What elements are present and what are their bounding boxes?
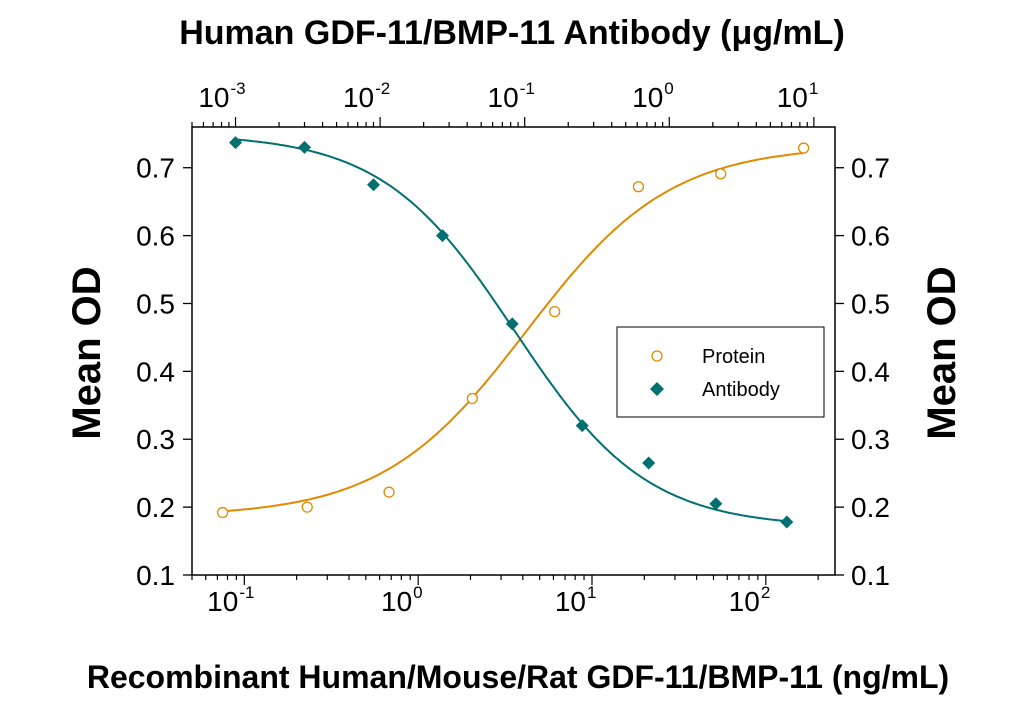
data-point-antibody [229, 136, 243, 150]
data-point-protein [216, 506, 229, 519]
y-axis-label-left: Mean OD [65, 266, 109, 439]
chart-title: Human GDF-11/BMP-11 Antibody (μg/mL) [179, 14, 845, 52]
data-point-antibody [642, 456, 656, 470]
x-axis-label: Recombinant Human/Mouse/Rat GDF-11/BMP-1… [87, 659, 949, 695]
legend-protein-label: Protein [702, 346, 765, 368]
x-tick-label-base: 10 [555, 586, 586, 617]
legend-antibody-label: Antibody [702, 379, 780, 401]
data-point-protein [715, 168, 727, 180]
plot-frame [191, 126, 836, 576]
x-tick-label-exp: 0 [413, 583, 422, 602]
x-tick-label-base: 10 [198, 82, 229, 113]
y-tick-label-left: 0.5 [136, 288, 175, 319]
x-tick-label-base: 10 [343, 82, 374, 113]
data-point-protein [383, 486, 395, 498]
y-axis-label-right: Mean OD [920, 266, 964, 439]
x-tick-label-exp: -2 [375, 79, 390, 98]
x-tick-label-exp: 1 [809, 79, 818, 98]
y-tick-label-left: 0.3 [136, 424, 175, 455]
data-point-antibody [298, 140, 312, 154]
data-point-antibody [505, 317, 519, 331]
y-tick-label-right: 0.2 [851, 492, 890, 523]
x-tick-label-base: 10 [207, 586, 238, 617]
x-tick-label-exp: -3 [231, 79, 246, 98]
y-tick-label-right: 0.5 [851, 288, 890, 319]
legend: Protein Antibody [616, 326, 825, 418]
x-tick-label-base: 10 [488, 82, 519, 113]
ticks-layer: 0.1 0.1 0.2 0.2 0.3 0.3 0.4 0.4 0.5 0.5 0.6 0.6 0.7 0… [136, 79, 890, 617]
x-tick-label-exp: -1 [239, 583, 254, 602]
legend-antibody-marker [650, 382, 664, 396]
data-point-antibody [709, 497, 723, 511]
y-tick-label-right: 0.4 [851, 356, 890, 387]
x-tick-label-base: 10 [777, 82, 808, 113]
y-tick-label-left: 0.2 [136, 492, 175, 523]
data-point-protein [632, 181, 645, 193]
data-point-antibody [366, 178, 380, 192]
data-point-protein [301, 501, 313, 513]
y-tick-label-left: 0.7 [136, 153, 175, 184]
legend-protein-marker [651, 350, 663, 362]
x-tick-label-exp: 0 [664, 79, 673, 98]
x-tick-label-base: 10 [729, 586, 760, 617]
data-point-antibody [435, 229, 449, 243]
y-tick-label-left: 0.1 [136, 560, 175, 591]
y-tick-label-right: 0.6 [851, 221, 890, 252]
data-point-protein [466, 392, 479, 405]
x-tick-label-base: 10 [381, 586, 412, 617]
data-point-protein [797, 142, 810, 154]
fit-curve-protein [222, 152, 804, 513]
y-tick-label-left: 0.4 [136, 356, 175, 387]
points-layer [216, 136, 810, 529]
y-tick-label-right: 0.1 [851, 560, 890, 591]
data-point-antibody [780, 515, 794, 529]
legend-box [616, 326, 825, 418]
y-tick-label-right: 0.7 [851, 153, 890, 184]
x-tick-label-exp: 2 [761, 583, 770, 602]
y-tick-label-right: 0.3 [851, 424, 890, 455]
data-point-protein [549, 305, 561, 318]
y-tick-label-left: 0.6 [136, 221, 175, 252]
data-point-antibody [575, 419, 589, 433]
x-tick-label-exp: -1 [520, 79, 535, 98]
x-tick-label-base: 10 [632, 82, 663, 113]
x-tick-label-exp: 1 [587, 583, 596, 602]
